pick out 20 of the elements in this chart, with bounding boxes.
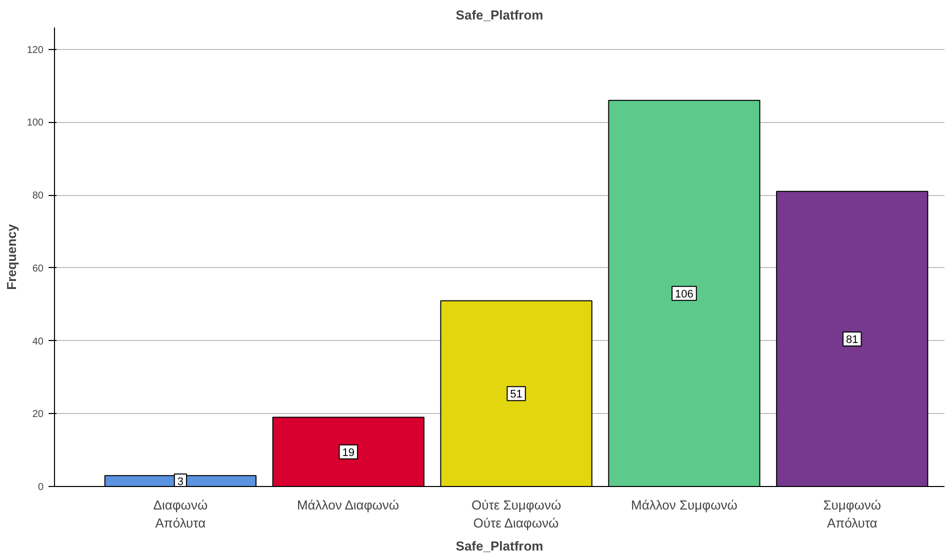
y-axis-title: Frequency	[4, 223, 19, 290]
y-tick-label: 20	[32, 409, 44, 420]
data-label: 51	[510, 388, 522, 401]
x-tick-label: Διαφωνώ Απόλυτα	[153, 498, 208, 530]
data-label: 106	[675, 288, 694, 300]
y-tick-label: 120	[26, 44, 44, 56]
y-tick-label: 0	[38, 482, 44, 493]
data-label: 3	[177, 476, 184, 488]
x-axis-title: Safe_Platfrom	[456, 538, 544, 554]
chart-title: Safe_Platfrom	[456, 8, 544, 22]
y-tick-label: 100	[26, 118, 44, 129]
y-tick-label: 60	[32, 263, 44, 274]
y-tick-label: 40	[32, 336, 44, 348]
x-tick-label: Ούτε Συμφωνώ Ούτε Διαφωνώ	[471, 498, 562, 530]
x-tick-label: Μάλλον Διαφωνώ	[296, 498, 400, 512]
x-tick-label: Μάλλον Συμφωνώ	[631, 498, 738, 512]
y-tick-label: 80	[32, 190, 44, 202]
data-label: 81	[846, 334, 858, 346]
x-tick-label: Συμφωνώ Απόλυτα	[823, 498, 882, 530]
data-label: 19	[342, 446, 354, 459]
